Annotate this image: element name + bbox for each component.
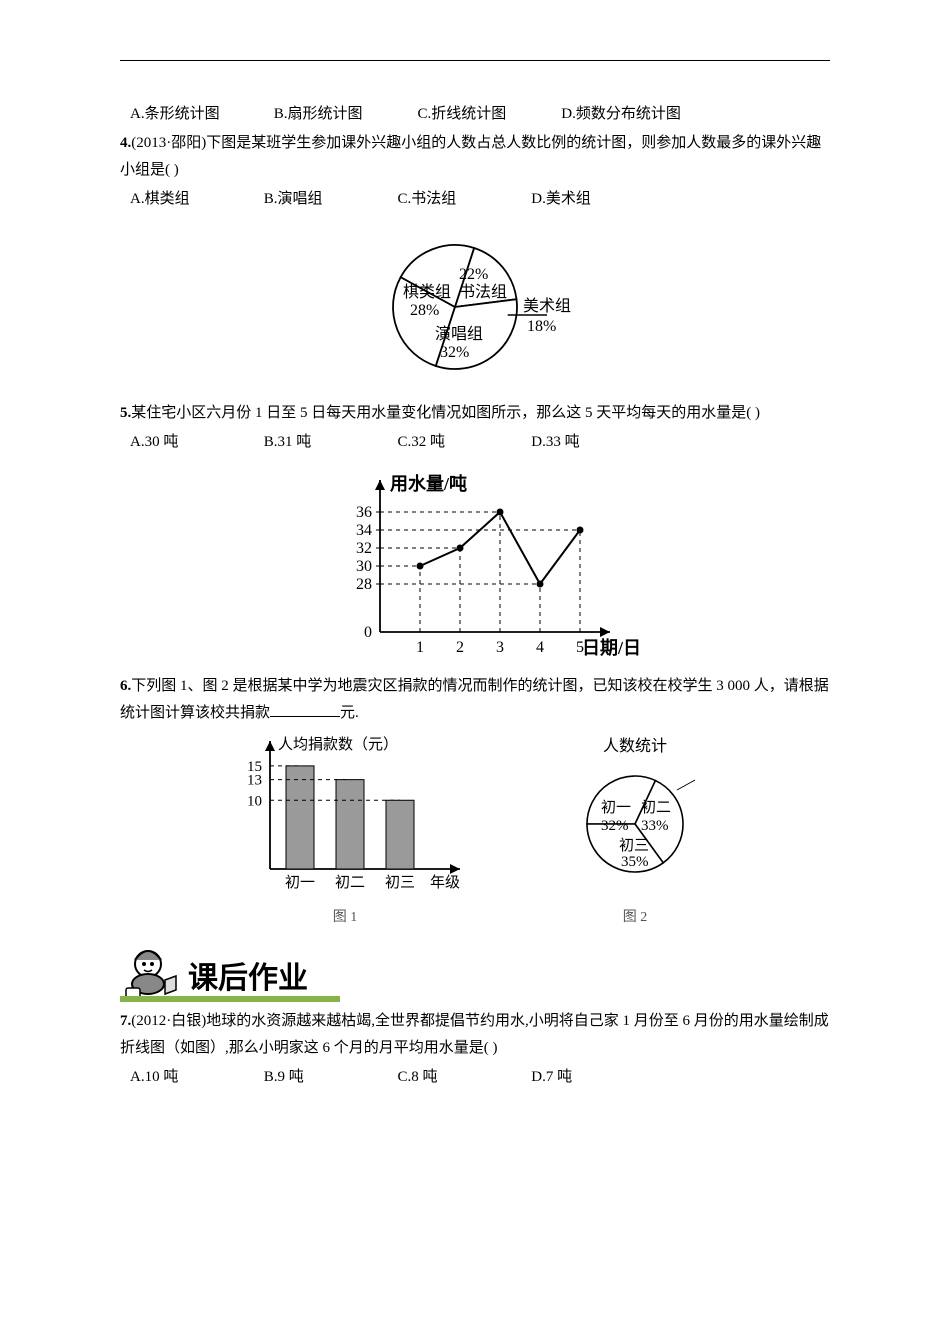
q6-num: 6.: [120, 678, 131, 694]
q4-text: (2013·邵阳)下图是某班学生参加课外兴趣小组的人数占总人数比例的统计图，则参…: [120, 135, 821, 178]
svg-text:初一: 初一: [601, 799, 631, 816]
q7-stem: 7.(2012·白银)地球的水资源越来越枯竭,全世界都提倡节约用水,小明将自己家…: [120, 1008, 830, 1062]
svg-text:30: 30: [356, 558, 372, 575]
svg-text:4: 4: [536, 639, 544, 656]
q7-opt-d: D.7 吨: [531, 1064, 572, 1091]
homework-icon: 课后作业: [120, 940, 340, 1002]
q6-bar-chart: 10 1315 初一 初二 初三 人均捐款数（元） 年级: [215, 729, 475, 899]
q3-opt-a: A.条形统计图: [130, 101, 270, 128]
svg-text:28%: 28%: [410, 302, 439, 319]
q6-stem: 6.下列图 1、图 2 是根据某中学为地震灾区捐款的情况而制作的统计图，已知该校…: [120, 673, 830, 727]
svg-text:3: 3: [496, 639, 504, 656]
svg-text:棋类组: 棋类组: [403, 283, 451, 301]
q6-figures: 101315初一初二初三人均捐款数（元）年级 图 1 人数统计初一32%初二33…: [120, 729, 830, 926]
q5-line-figure: 0283032343612345用水量/吨日期/日: [120, 462, 830, 667]
svg-text:0: 0: [364, 624, 372, 641]
svg-text:36: 36: [356, 504, 372, 521]
svg-text:日期/日: 日期/日: [582, 638, 640, 658]
q6-pie-caption: 图 2: [535, 906, 735, 926]
q4-opt-a: A.棋类组: [130, 186, 260, 213]
q5-num: 5.: [120, 405, 131, 421]
svg-text:人数统计: 人数统计: [603, 737, 667, 755]
svg-text:18%: 18%: [527, 318, 556, 335]
q6-blank: [270, 701, 340, 717]
q6-text-b: 元.: [340, 705, 359, 721]
q3-opt-b: B.扇形统计图: [274, 101, 414, 128]
svg-text:2: 2: [456, 639, 464, 656]
q7-opt-c: C.8 吨: [398, 1064, 528, 1091]
svg-text:美术组: 美术组: [523, 297, 571, 315]
svg-text:初三: 初三: [385, 874, 415, 891]
q7-opt-b: B.9 吨: [264, 1064, 394, 1091]
svg-text:33%: 33%: [641, 818, 669, 834]
svg-text:年级: 年级: [430, 874, 460, 891]
svg-text:32%: 32%: [601, 818, 629, 834]
svg-text:13: 13: [247, 773, 262, 789]
q5-stem: 5.某住宅小区六月份 1 日至 5 日每天用水量变化情况如图所示，那么这 5 天…: [120, 400, 830, 427]
q5-opt-a: A.30 吨: [130, 429, 260, 456]
q4-opt-b: B.演唱组: [264, 186, 394, 213]
svg-text:32%: 32%: [440, 344, 469, 361]
q4-opt-d: D.美术组: [531, 186, 591, 213]
svg-text:15: 15: [247, 759, 262, 775]
q7-options: A.10 吨 B.9 吨 C.8 吨 D.7 吨: [120, 1064, 830, 1091]
svg-text:22%: 22%: [459, 266, 488, 283]
homework-header: 课后作业: [120, 940, 830, 1002]
svg-text:34: 34: [356, 522, 372, 539]
svg-text:人均捐款数（元）: 人均捐款数（元）: [278, 736, 398, 753]
svg-text:初二: 初二: [641, 799, 671, 816]
q4-num: 4.: [120, 135, 131, 151]
svg-text:初三: 初三: [619, 837, 649, 854]
q5-options: A.30 吨 B.31 吨 C.32 吨 D.33 吨: [120, 429, 830, 456]
svg-text:10: 10: [247, 793, 262, 809]
svg-text:初二: 初二: [335, 874, 365, 891]
q5-line-chart: 0283032343612345用水量/吨日期/日: [310, 462, 640, 662]
svg-text:35%: 35%: [621, 854, 649, 870]
q6-bar-caption: 图 1: [215, 906, 475, 926]
q4-options: A.棋类组 B.演唱组 C.书法组 D.美术组: [120, 186, 830, 213]
q4-stem: 4.(2013·邵阳)下图是某班学生参加课外兴趣小组的人数占总人数比例的统计图，…: [120, 130, 830, 184]
q3-options: A.条形统计图 B.扇形统计图 C.折线统计图 D.频数分布统计图: [120, 101, 830, 128]
svg-text:初一: 初一: [285, 874, 315, 891]
svg-text:演唱组: 演唱组: [435, 325, 483, 343]
q5-opt-d: D.33 吨: [531, 429, 579, 456]
svg-text:用水量/吨: 用水量/吨: [390, 473, 467, 494]
homework-title: 课后作业: [188, 962, 308, 995]
q5-opt-c: C.32 吨: [398, 429, 528, 456]
q5-text: 某住宅小区六月份 1 日至 5 日每天用水量变化情况如图所示，那么这 5 天平均…: [131, 405, 760, 421]
q4-opt-c: C.书法组: [398, 186, 528, 213]
q6-text-a: 下列图 1、图 2 是根据某中学为地震灾区捐款的情况而制作的统计图，已知该校在校…: [120, 678, 829, 721]
q5-opt-b: B.31 吨: [264, 429, 394, 456]
svg-text:书法组: 书法组: [459, 283, 507, 301]
q4-pie-figure: 棋类组28% 22%书法组演唱组32% 美术组 18%: [120, 219, 830, 394]
q4-pie-chart: 棋类组28% 22%书法组演唱组32% 美术组 18%: [345, 219, 605, 389]
top-rule: [120, 60, 830, 61]
svg-text:28: 28: [356, 576, 372, 593]
q7-num: 7.: [120, 1013, 131, 1029]
q3-opt-c: C.折线统计图: [418, 101, 558, 128]
q7-text: (2012·白银)地球的水资源越来越枯竭,全世界都提倡节约用水,小明将自己家 1…: [120, 1013, 829, 1056]
q3-opt-d: D.频数分布统计图: [561, 101, 681, 128]
q7-opt-a: A.10 吨: [130, 1064, 260, 1091]
svg-text:1: 1: [416, 639, 424, 656]
svg-text:32: 32: [356, 540, 372, 557]
q6-pie-chart: 人数统计初一 32% 初二 33% 初三35%: [535, 729, 735, 899]
